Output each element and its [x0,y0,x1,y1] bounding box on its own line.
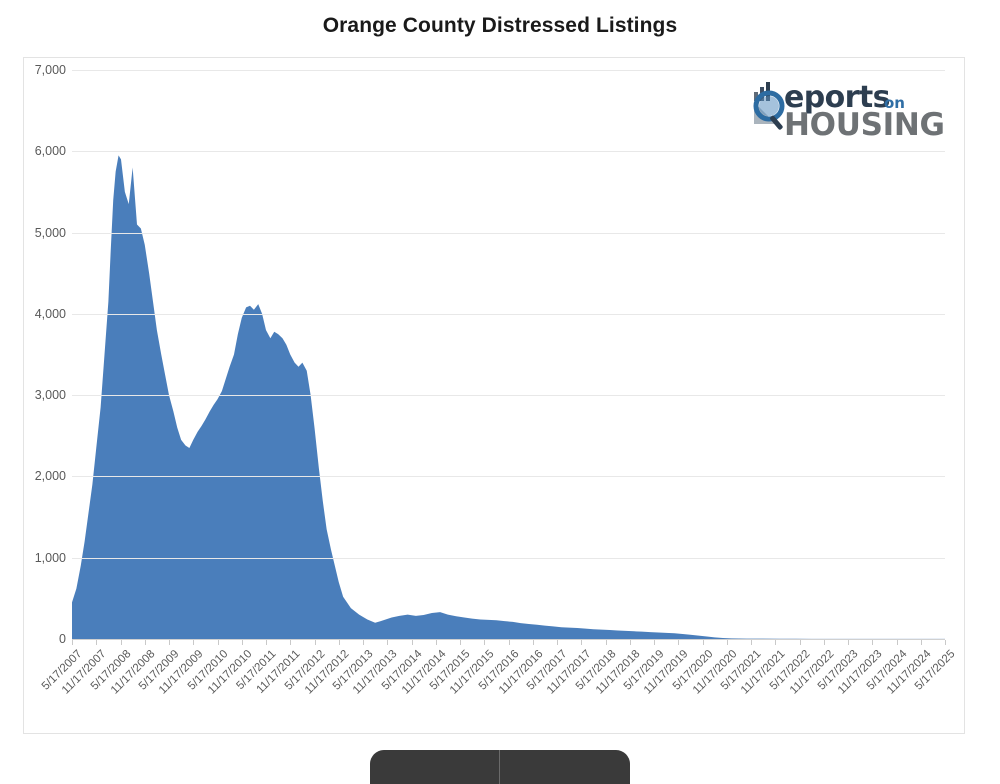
x-axis-tick-mark [775,640,777,645]
gridline [72,232,945,234]
x-axis-tick-mark [702,640,704,645]
x-axis-tick-mark [144,640,146,645]
gridline [72,557,945,559]
gridline [72,313,945,315]
x-axis-tick-mark [557,640,558,645]
distressed-listings-area-series [72,155,945,639]
x-axis-tick-mark [823,640,825,645]
page-title: Orange County Distressed Listings [322,14,678,37]
x-axis-tick-mark [726,640,728,645]
x-axis-tick-mark [799,640,801,645]
logo-word-housing: HOUSING [784,107,945,143]
logo-word-on: on [884,94,905,112]
x-axis-tick-mark [169,640,170,645]
x-axis-tick-mark [920,640,922,645]
media-control-divider [499,750,500,784]
x-axis-tick-mark [872,640,874,645]
x-axis-tick-mark [363,640,364,645]
x-axis-tick-mark [848,640,849,645]
x-axis-tick-mark [96,640,98,645]
area-fill [72,155,945,639]
x-axis-tick-mark [290,640,292,645]
plot-area [72,70,945,640]
magnifying-glass-icon [753,82,785,130]
x-axis-tick-mark [338,640,340,645]
x-axis-tick-mark [217,640,219,645]
reports-on-housing-logo: eports on HOUSING [748,80,945,143]
x-axis-tick-mark [266,640,267,645]
media-control-bar[interactable] [370,750,630,784]
x-axis-tick-mark [629,640,631,645]
x-axis-tick-mark [72,640,73,645]
x-axis-tick-mark [120,640,122,645]
x-axis-tick-mark [896,640,898,645]
x-axis-tick-mark [484,640,486,645]
x-axis-tick-mark [411,640,413,645]
x-axis-tick-mark [532,640,534,645]
gridline [72,151,945,153]
x-axis-tick-mark [751,640,752,645]
x-axis-tick-mark [460,640,461,645]
x-axis-tick-mark [678,640,680,645]
x-axis-tick-mark [193,640,195,645]
x-axis-tick-mark [581,640,583,645]
gridline [72,70,945,71]
x-axis-tick-mark [605,640,607,645]
x-axis-tick-mark [387,640,389,645]
x-axis-baseline [72,639,945,640]
logo-word-reports: eports [784,80,890,115]
gridline [72,395,945,397]
gridline [72,476,945,478]
x-axis-tick-mark [435,640,437,645]
x-axis-tick-mark [241,640,243,645]
x-axis-tick-mark [945,640,946,645]
x-axis-tick-mark [508,640,510,645]
x-axis-tick-mark [314,640,316,645]
x-axis-tick-mark [654,640,655,645]
